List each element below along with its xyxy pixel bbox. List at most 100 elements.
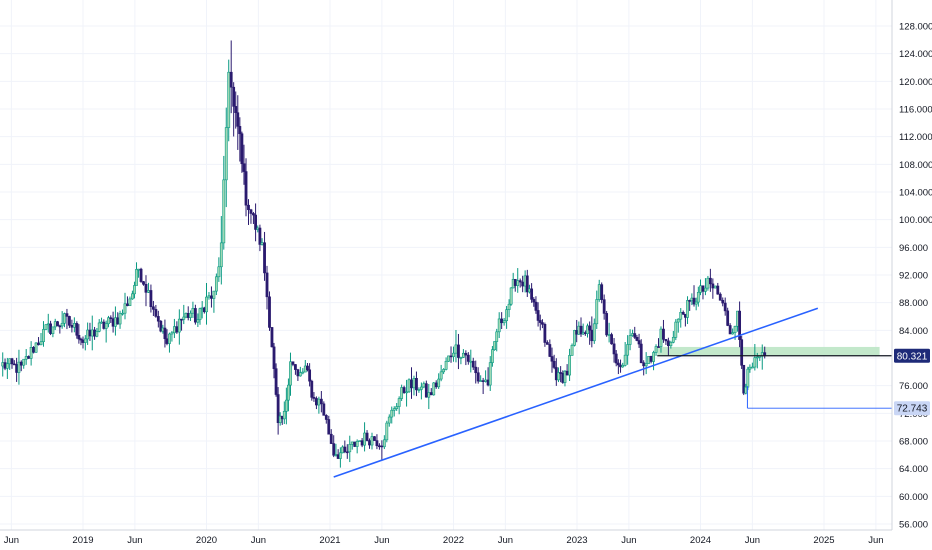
- candle-body: [635, 337, 639, 341]
- candle-body: [34, 342, 38, 353]
- y-tick-label: 60.000: [899, 492, 928, 503]
- candle-body: [252, 213, 255, 216]
- candle-body: [755, 356, 759, 359]
- candle-body: [310, 380, 314, 398]
- candle-body: [327, 419, 331, 435]
- candle-body: [184, 313, 188, 318]
- candle-body: [149, 290, 153, 308]
- candle-body: [669, 342, 673, 347]
- candle-body: [579, 325, 583, 335]
- y-tick-label: 108.000: [899, 160, 932, 171]
- candle-body: [704, 287, 707, 292]
- candle-body: [104, 323, 108, 329]
- candle-body: [753, 357, 757, 368]
- x-tick-label: Jun: [498, 535, 513, 546]
- candle-body: [439, 371, 443, 380]
- candle-body: [437, 378, 441, 388]
- y-tick-label: 64.000: [899, 464, 928, 475]
- candle-body: [657, 346, 660, 348]
- candle-body: [382, 439, 386, 448]
- candle-body: [474, 366, 478, 374]
- candle-body: [77, 335, 81, 340]
- candle-body: [37, 342, 40, 346]
- candle-body: [415, 378, 418, 391]
- candle-body: [193, 308, 197, 323]
- candle-body: [495, 331, 499, 342]
- trendline-layer[interactable]: [333, 307, 819, 478]
- x-tick-label: 2023: [566, 535, 587, 546]
- candle-body: [716, 285, 720, 295]
- candle-body: [744, 386, 748, 394]
- candle-body: [97, 322, 101, 332]
- candle-body: [417, 389, 421, 391]
- candle-body: [334, 454, 338, 456]
- candle-body: [545, 342, 549, 345]
- candle-body: [83, 338, 87, 343]
- candle-body: [368, 440, 371, 446]
- candle-body: [713, 285, 717, 289]
- candle-body: [156, 316, 160, 322]
- candle-body: [380, 445, 384, 448]
- candle-body: [121, 312, 124, 315]
- y-tick-label: 128.000: [899, 22, 932, 33]
- horizontal-levels[interactable]: [657, 355, 892, 409]
- candle-body: [22, 358, 26, 366]
- x-tick-label: Jun: [374, 535, 389, 546]
- candle-body: [454, 344, 458, 354]
- x-tick-label: Jun: [621, 535, 636, 546]
- ascending-trendline[interactable]: [333, 307, 819, 478]
- candle-body: [662, 328, 665, 340]
- x-tick-label: Jun: [868, 535, 883, 546]
- candle-body: [723, 302, 727, 312]
- x-tick-label: 2025: [813, 535, 834, 546]
- candle-body: [315, 398, 318, 406]
- candle-body: [263, 242, 266, 274]
- candle-body: [301, 371, 305, 374]
- candle-body: [733, 325, 737, 333]
- candle-body: [412, 378, 416, 389]
- candle-body: [548, 344, 552, 357]
- candle-body: [536, 310, 540, 321]
- support-zone-layer: [657, 346, 880, 356]
- candle-body: [249, 209, 253, 214]
- candle-body: [126, 303, 129, 307]
- candle-body: [358, 440, 362, 442]
- candle-body: [434, 382, 438, 388]
- candle-body: [557, 372, 560, 381]
- candle-body: [694, 301, 698, 305]
- candle-body: [746, 368, 750, 388]
- candle-body: [44, 324, 48, 330]
- y-tick-label: 100.000: [899, 215, 932, 226]
- candle-body: [422, 383, 426, 388]
- candle-body: [530, 288, 534, 300]
- candle-body: [312, 397, 316, 399]
- y-tick-label: 112.000: [899, 132, 932, 143]
- candle-body: [365, 432, 369, 441]
- candle-body: [345, 451, 349, 454]
- candle-body: [419, 386, 423, 390]
- support-zone[interactable]: [657, 346, 880, 356]
- candle-body: [407, 379, 411, 393]
- time-axis[interactable]: Jun 2019 Jun 2020 Jun 2021 Jun 2022 Jun 2023 Jun 20…: [4, 535, 884, 546]
- candle-body: [214, 276, 218, 292]
- candle-body: [488, 362, 492, 386]
- candle-body: [728, 325, 732, 335]
- candle-body: [721, 300, 725, 304]
- candle-body: [633, 333, 637, 338]
- candle-body: [363, 432, 366, 446]
- candle-body: [109, 317, 113, 320]
- candle-body: [306, 365, 309, 371]
- y-tick-label: 68.000: [899, 437, 928, 448]
- candle-body: [56, 321, 59, 327]
- candle-body: [291, 361, 295, 365]
- candle-body: [282, 411, 286, 420]
- candle-body: [711, 283, 715, 289]
- candle-body: [701, 285, 705, 292]
- candle-body: [493, 341, 496, 351]
- candle-body: [60, 322, 64, 327]
- candle-body: [278, 415, 282, 423]
- candle-body: [79, 338, 83, 341]
- candle-body: [476, 372, 480, 382]
- candle-body: [447, 355, 450, 362]
